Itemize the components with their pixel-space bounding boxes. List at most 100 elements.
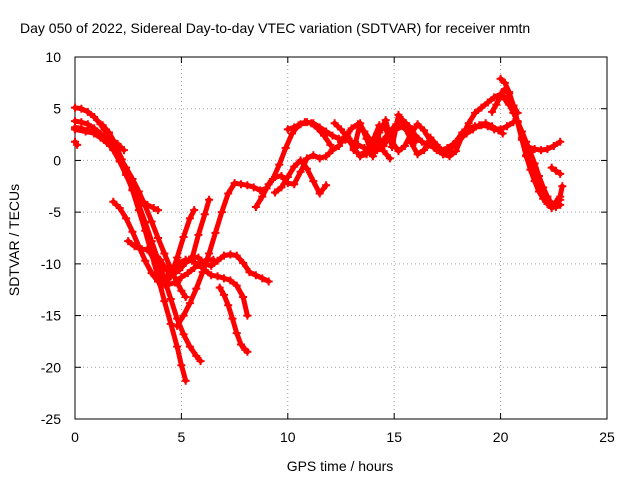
data-point [153,234,162,242]
data-point [194,253,203,262]
data-point [117,155,126,164]
series-16 [271,156,331,198]
series-14 [188,195,214,263]
data-point [522,137,531,146]
data-point [517,127,526,136]
data-point [337,125,345,134]
data-point [83,107,92,116]
data-point [334,141,343,150]
data-point [281,144,290,153]
data-point [90,112,99,121]
data-point [213,272,222,281]
series-13 [173,118,335,330]
data-point [315,189,324,198]
data-point [283,125,292,134]
data-point [385,154,394,163]
series-5 [71,137,82,149]
data-point [236,340,245,349]
data-point [239,258,248,267]
data-point [105,128,114,137]
data-point [439,150,448,159]
data-point [198,268,207,277]
data-point [505,88,514,97]
data-point [194,230,203,239]
data-point [207,261,216,270]
data-point [192,351,201,360]
data-point [505,100,514,109]
data-points [71,74,567,385]
data-point [322,127,331,136]
data-point [173,253,182,262]
data-point [551,166,560,175]
data-point [245,268,254,277]
data-point [471,108,480,117]
data-point [275,160,284,169]
data-point [160,249,169,258]
x-axis-title: GPS time / hours [287,458,394,474]
data-point [379,147,388,156]
data-point [558,182,567,191]
data-point [366,142,375,151]
data-point [130,242,139,251]
data-point [296,156,305,165]
data-point [330,119,339,128]
y-tick-labels: -25 -20 -15 -10 -5 0 5 10 [41,49,61,427]
data-point [522,152,531,161]
data-point [219,274,228,283]
data-point [554,200,563,209]
data-point [177,361,186,370]
series-trace [498,76,563,209]
data-point [98,121,107,130]
data-point [315,154,324,163]
series-25 [522,152,567,213]
data-point [360,148,369,157]
data-point [413,150,422,159]
data-point [196,357,205,366]
data-point [464,119,473,128]
data-point [537,146,546,155]
data-point [236,180,245,189]
data-point [524,142,533,151]
data-point [207,271,216,280]
data-point [477,121,486,130]
data-point [502,122,511,131]
data-point [547,204,556,213]
y-tick-label: -5 [49,204,62,220]
data-point [264,180,273,189]
data-point [258,274,267,283]
data-point [500,78,509,87]
data-point [271,188,280,197]
data-point [490,93,499,102]
data-point [205,249,214,258]
data-point [556,169,565,178]
data-point [471,122,480,131]
data-point [219,290,228,299]
data-point [166,295,175,304]
data-point [162,273,171,282]
series-trace [100,122,161,213]
data-point [226,250,235,259]
data-point [185,299,194,308]
data-point [513,117,522,126]
data-point [200,210,209,219]
data-point [228,314,237,323]
data-point [181,292,190,301]
data-point [190,263,199,272]
data-point [326,140,335,149]
series-trace [247,269,272,284]
data-point [394,110,403,119]
data-point [190,206,199,215]
data-point [302,164,311,173]
data-point [147,237,156,246]
data-point [109,197,118,206]
series-23 [500,95,565,211]
data-point [483,98,492,107]
data-point [232,329,241,338]
data-point [177,286,186,295]
data-point [388,142,397,151]
data-point [160,297,169,306]
data-point [168,267,177,276]
data-point [290,180,299,189]
data-point [349,146,358,155]
data-point [188,254,197,263]
